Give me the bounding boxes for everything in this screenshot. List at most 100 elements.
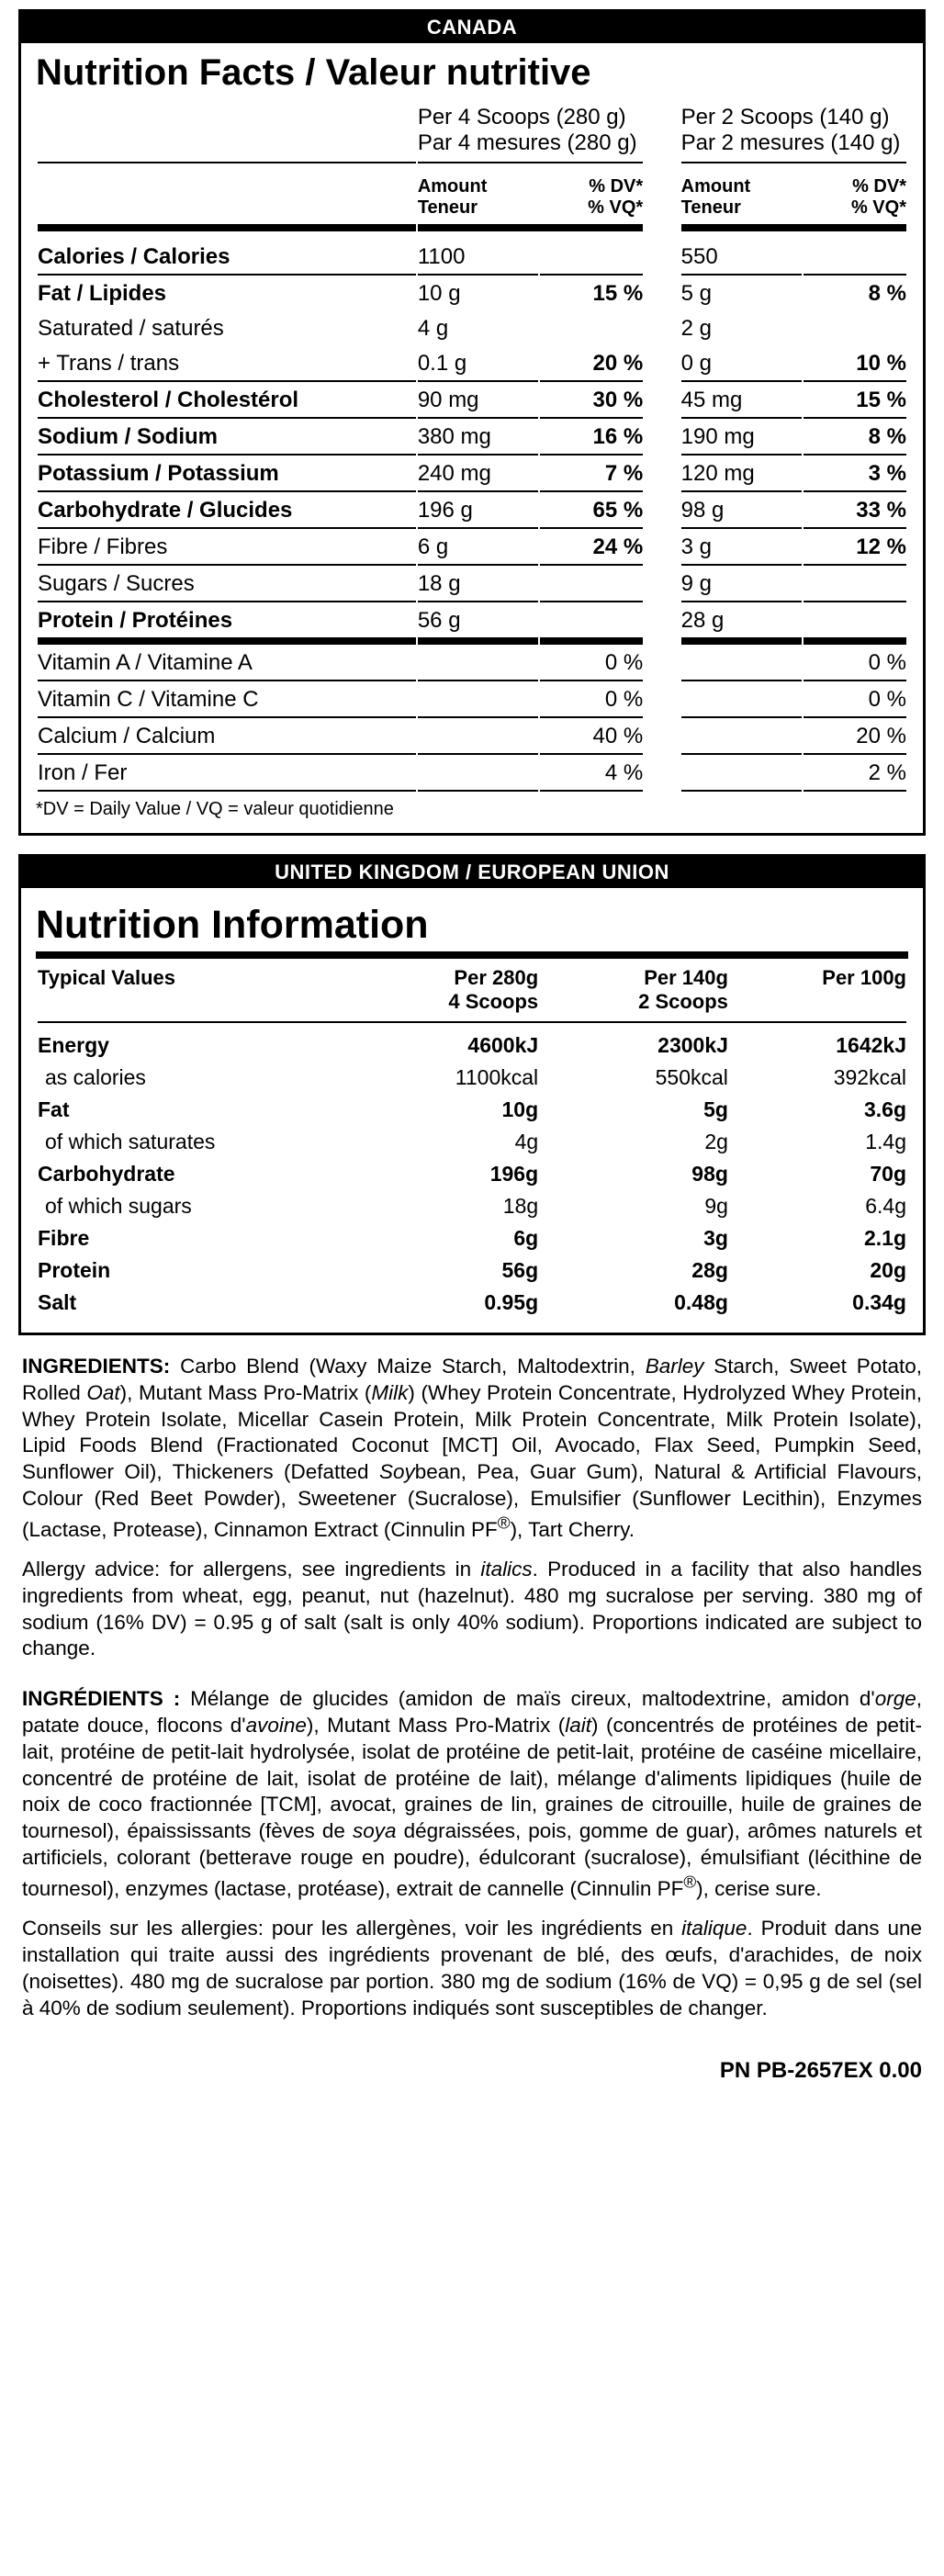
amount-2: 2 g [681,312,802,345]
amount-2: 5 g [681,277,802,310]
per2-line1: Per 2 Scoops (140 g) [681,105,890,129]
uk-v2: 2g [540,1127,728,1157]
dv-2 [804,604,906,645]
amount-2: 45 mg [681,384,802,419]
canada-footnote: *DV = Daily Value / VQ = valeur quotidie… [36,793,908,820]
uk-col1-l2: 4 Scoops [448,990,538,1013]
nutrient-name: Saturated / saturés [38,312,416,345]
amount-2: 550 [681,241,802,276]
uk-panel: UNITED KINGDOM / EUROPEAN UNION Nutritio… [18,854,926,1335]
allergy-en: Allergy advice: for allergens, see ingre… [22,1557,922,1662]
uk-nutrient: Fibre [38,1223,348,1254]
uk-v1: 18g [350,1191,538,1221]
uk-v2: 3g [540,1223,728,1254]
uk-v3: 1642kJ [730,1030,906,1061]
uk-col-tv: Typical Values [38,966,175,989]
amount-2: 120 mg [681,457,802,492]
uk-v1: 6g [350,1223,538,1254]
amount-l2: Teneur [418,197,478,218]
nutrient-name: Fat / Lipides [38,277,416,310]
amount-4: 380 mg [418,421,538,456]
vitamin-dv4: 0 % [540,647,643,681]
dv-4: 16 % [540,421,643,456]
uk-v2: 98g [540,1159,728,1189]
uk-col2-l2: 2 Scoops [638,990,728,1013]
amount-4: 90 mg [418,384,538,419]
uk-nutrient: of which sugars [38,1191,348,1221]
uk-v2: 9g [540,1191,728,1221]
uk-v3: 392kcal [730,1063,906,1093]
uk-title: Nutrition Information [36,903,908,948]
uk-v2: 550kcal [540,1063,728,1093]
vitamin-name: Vitamin C / Vitamine C [38,683,416,718]
dv-4: 15 % [540,277,643,310]
uk-nutrient: Salt [38,1288,348,1318]
amount-2: 0 g [681,347,802,382]
nutrient-name: Potassium / Potassium [38,457,416,492]
nutrient-name: Carbohydrate / Glucides [38,494,416,529]
dv-2: 10 % [804,347,906,382]
uk-nutrient: Protein [38,1255,348,1286]
per4-line2: Par 4 mesures (280 g) [418,130,637,155]
uk-v1: 56g [350,1255,538,1286]
dv-2: 3 % [804,457,906,492]
uk-nutrient: Energy [38,1030,348,1061]
dv-4 [540,568,643,602]
uk-v2: 2300kJ [540,1030,728,1061]
dv-2: 8 % [804,277,906,310]
nutrient-name: Protein / Protéines [38,604,416,645]
uk-v3: 70g [730,1159,906,1189]
dv-4 [540,312,643,345]
canada-title: Nutrition Facts / Valeur nutritive [36,52,908,94]
dv-4 [540,604,643,645]
uk-nutrient: of which saturates [38,1127,348,1157]
amount-4: 4 g [418,312,538,345]
canada-panel: CANADA Nutrition Facts / Valeur nutritiv… [18,9,926,836]
dv-2: 33 % [804,494,906,529]
uk-nutrient: as calories [38,1063,348,1093]
vitamin-name: Calcium / Calcium [38,720,416,755]
uk-v1: 0.95g [350,1288,538,1318]
uk-v1: 196g [350,1159,538,1189]
amount-2: 98 g [681,494,802,529]
uk-v2: 5g [540,1095,728,1125]
uk-v3: 3.6g [730,1095,906,1125]
vitamin-name: Vitamin A / Vitamine A [38,647,416,681]
uk-col2-l1: Per 140g [644,966,728,989]
uk-v2: 0.48g [540,1288,728,1318]
canada-table: Per 4 Scoops (280 g) Par 4 mesures (280 … [36,99,908,793]
amount-4: 240 mg [418,457,538,492]
canada-header: CANADA [21,12,923,43]
amount-2: 28 g [681,604,802,645]
nutrient-name: Sodium / Sodium [38,421,416,456]
dv-2 [804,568,906,602]
dv-2: 8 % [804,421,906,456]
amount-2: 9 g [681,568,802,602]
ingredients-en: INGREDIENTS: Carbo Blend (Waxy Maize Sta… [22,1354,922,1544]
nutrient-name: Calories / Calories [38,241,416,276]
vitamin-dv4: 40 % [540,720,643,755]
uk-header: UNITED KINGDOM / EUROPEAN UNION [21,857,923,888]
uk-v3: 2.1g [730,1223,906,1254]
uk-col3-l1: Per 100g [822,966,906,989]
per4-line1: Per 4 Scoops (280 g) [418,105,626,129]
dv-l2: % VQ* [588,197,643,218]
dv-4 [540,241,643,276]
uk-v3: 20g [730,1255,906,1286]
uk-v3: 1.4g [730,1127,906,1157]
amount-2: 3 g [681,531,802,566]
allergy-fr: Conseils sur les allergies: pour les all… [22,1916,922,2021]
nutrient-name: Sugars / Sucres [38,568,416,602]
product-code: PN PB-2657EX 0.00 [18,2058,926,2084]
uk-table: Typical Values Per 280g4 Scoops Per 140g… [36,959,908,1320]
vitamin-dv2: 0 % [804,683,906,718]
vitamin-dv2: 0 % [804,647,906,681]
dv-4: 65 % [540,494,643,529]
dv-l1: % DV* [589,176,643,197]
nutrient-name: Cholesterol / Cholestérol [38,384,416,419]
uk-nutrient: Carbohydrate [38,1159,348,1189]
dv-4: 20 % [540,347,643,382]
dv-4: 7 % [540,457,643,492]
amount-4: 196 g [418,494,538,529]
amount-4: 1100 [418,241,538,276]
